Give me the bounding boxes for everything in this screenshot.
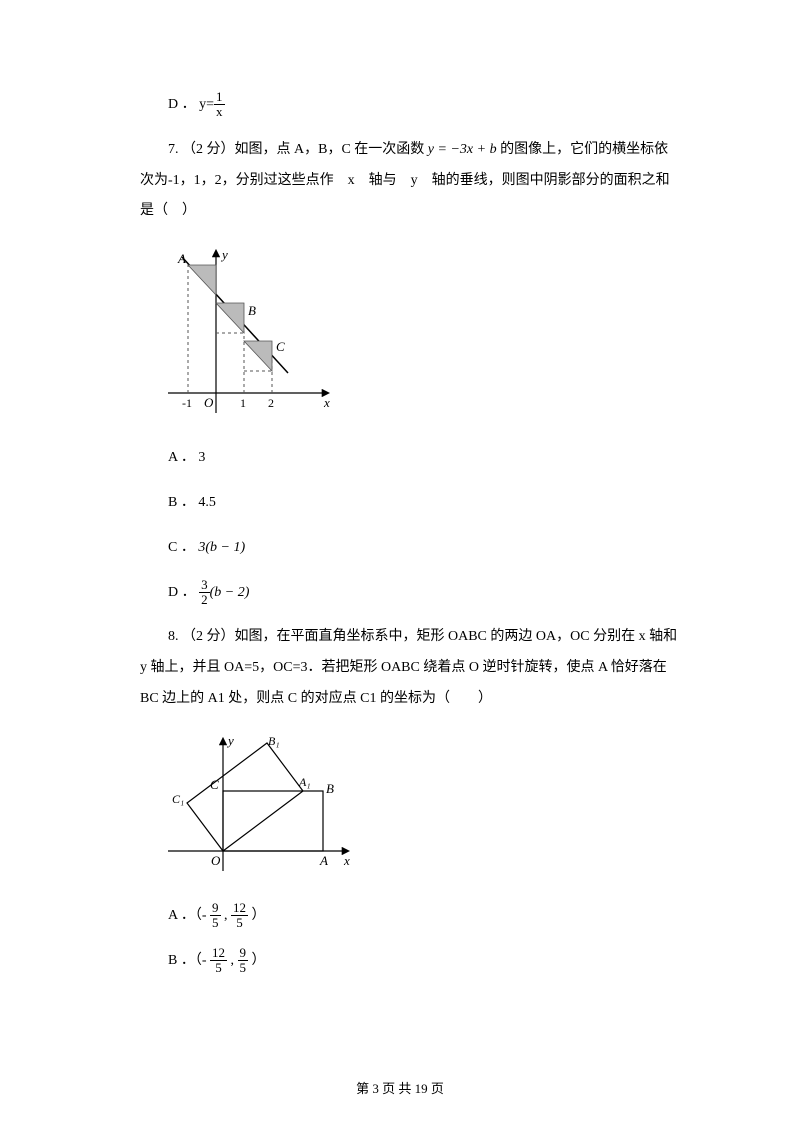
q8-figure: O A B C A₁ B₁ C₁ y x — [168, 731, 680, 881]
fraction: 1x — [214, 90, 225, 120]
expr: 3(b − 1) — [198, 540, 245, 555]
q7-option-a: A ． 3 — [168, 443, 680, 474]
fraction: 125 — [231, 901, 248, 931]
opt-label: B ．（- — [168, 953, 210, 968]
label-A: A — [319, 853, 328, 868]
label-A1: A₁ — [298, 775, 311, 789]
comma: , — [221, 908, 232, 923]
fraction: 32 — [199, 578, 210, 608]
label-x: x — [343, 853, 350, 868]
q8-svg: O A B C A₁ B₁ C₁ y x — [168, 731, 358, 881]
comma: , — [227, 953, 238, 968]
label-m1: -1 — [182, 396, 192, 410]
label-C: C — [276, 339, 285, 354]
q7-option-b: B ． 4.5 — [168, 488, 680, 519]
q8-stem: 8. （2 分）如图，在平面直角坐标系中，矩形 OABC 的两边 OA，OC 分… — [140, 622, 680, 714]
q7-stem: 7. （2 分）如图，点 A，B，C 在一次函数 y = −3x + b 的图像… — [140, 135, 680, 227]
opt-label: D ． — [168, 585, 199, 600]
label-y: y — [226, 733, 234, 748]
q7-option-c: C ． 3(b − 1) — [168, 533, 680, 564]
opt-label: A ．（- — [168, 908, 210, 923]
suffix: ） — [248, 908, 266, 923]
expr: (b − 2) — [210, 585, 250, 600]
label-x: x — [323, 395, 330, 410]
label-B: B — [326, 781, 334, 796]
q7-option-d: D ． 32(b − 2) — [168, 578, 680, 609]
label-C1: C₁ — [172, 792, 184, 806]
label-A: A — [177, 251, 186, 266]
page-footer: 第 3 页 共 19 页 — [0, 1075, 800, 1104]
text: 7. （2 分）如图，点 A，B，C 在一次函数 — [168, 142, 428, 157]
fraction: 125 — [210, 946, 227, 976]
q8-option-a: A ．（- 95 , 125 ） — [168, 901, 680, 932]
q6-option-d: D ． y=1x — [168, 90, 680, 121]
label-B: B — [248, 303, 256, 318]
equation: y = −3x + b — [428, 142, 497, 157]
q8-option-b: B ．（- 125 , 95 ） — [168, 946, 680, 977]
label-C: C — [210, 777, 219, 792]
fraction: 95 — [210, 901, 221, 931]
document-page: D ． y=1x 7. （2 分）如图，点 A，B，C 在一次函数 y = −3… — [0, 0, 800, 1030]
opt-label: D ． y= — [168, 97, 214, 112]
label-B1: B₁ — [268, 734, 280, 748]
label-p1: 1 — [240, 396, 246, 410]
label-O: O — [211, 853, 221, 868]
label-y: y — [220, 247, 228, 262]
label-p2: 2 — [268, 396, 274, 410]
opt-label: C ． — [168, 540, 198, 555]
suffix: ） — [248, 953, 266, 968]
q7-figure: A B C y x -1 O 1 2 — [168, 243, 680, 423]
q7-svg: A B C y x -1 O 1 2 — [168, 243, 338, 423]
fraction: 95 — [238, 946, 249, 976]
label-O: O — [204, 395, 214, 410]
